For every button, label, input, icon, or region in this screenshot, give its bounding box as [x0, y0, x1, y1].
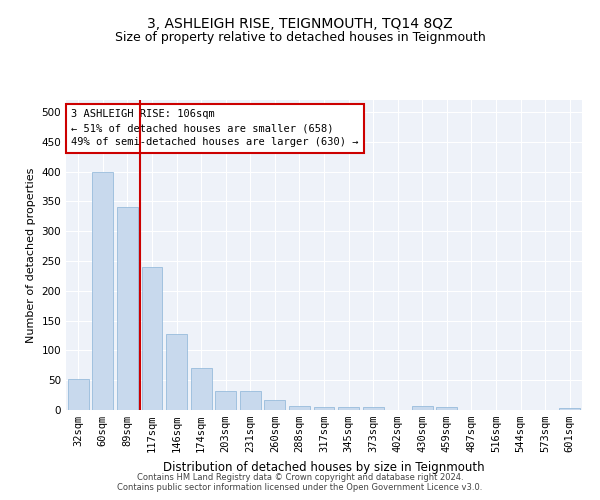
Text: Size of property relative to detached houses in Teignmouth: Size of property relative to detached ho… — [115, 31, 485, 44]
Bar — [240, 391, 261, 410]
X-axis label: Distribution of detached houses by size in Teignmouth: Distribution of detached houses by size … — [163, 460, 485, 473]
Text: 3, ASHLEIGH RISE, TEIGNMOUTH, TQ14 8QZ: 3, ASHLEIGH RISE, TEIGNMOUTH, TQ14 8QZ — [147, 18, 453, 32]
Text: 3 ASHLEIGH RISE: 106sqm
← 51% of detached houses are smaller (658)
49% of semi-d: 3 ASHLEIGH RISE: 106sqm ← 51% of detache… — [71, 110, 359, 148]
Text: Contains HM Land Registry data © Crown copyright and database right 2024.: Contains HM Land Registry data © Crown c… — [137, 474, 463, 482]
Bar — [362, 407, 383, 410]
Text: Contains public sector information licensed under the Open Government Licence v3: Contains public sector information licen… — [118, 484, 482, 492]
Bar — [314, 407, 334, 410]
Bar — [289, 406, 310, 410]
Bar — [191, 368, 212, 410]
Bar — [215, 391, 236, 410]
Y-axis label: Number of detached properties: Number of detached properties — [26, 168, 36, 342]
Bar — [166, 334, 187, 410]
Bar — [117, 208, 138, 410]
Bar — [436, 407, 457, 410]
Bar — [412, 406, 433, 410]
Bar — [265, 400, 286, 410]
Bar — [559, 408, 580, 410]
Bar — [68, 379, 89, 410]
Bar — [338, 407, 359, 410]
Bar — [92, 172, 113, 410]
Bar — [142, 267, 163, 410]
